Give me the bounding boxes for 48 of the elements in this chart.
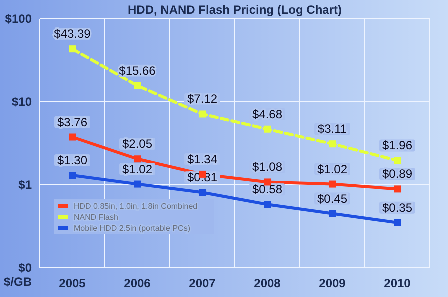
y-tick-label: $1 [18,178,32,192]
x-tick-label: 2008 [254,276,282,291]
data-label: $43.39 [54,27,92,42]
chart-title: HDD, NAND Flash Pricing (Log Chart) [128,3,342,17]
data-label: $0.58 [252,182,283,197]
y-tick-label: $100 [5,12,32,26]
point [69,46,76,53]
data-label: $1.34 [187,152,218,166]
x-tick-label: 2006 [124,276,152,291]
legend-label: HDD 0.85in, 1.0in, 1.8in Combined [74,202,198,211]
y-axis-title: $/GB [4,275,32,289]
data-label: $3.76 [57,115,88,130]
data-label: $15.66 [119,64,156,78]
data-label: $7.12 [187,92,218,106]
data-label: $0.35 [382,200,413,215]
point [264,201,271,208]
point [199,110,206,118]
data-label: $1.02 [122,162,153,176]
point [329,210,336,218]
point [329,140,336,148]
point [134,180,141,188]
data-label: $3.11 [318,122,348,136]
point [134,82,141,90]
data-label: $2.05 [122,137,153,152]
y-tick-label: $10 [12,94,32,109]
point [199,189,206,196]
x-tick-label: 2009 [319,276,346,291]
data-label: $0.89 [382,167,413,182]
data-label: $1.30 [57,154,88,168]
point [69,172,76,180]
point [394,186,401,193]
legend-label: Mobile HDD 2.5in (portable PCs) [74,224,191,233]
point [264,126,271,133]
point [134,156,141,163]
data-label: $1.96 [382,138,413,153]
data-label: $1.08 [252,160,283,174]
point [69,134,76,141]
point [394,219,401,226]
data-label: $1.02 [317,162,348,176]
point [329,180,336,188]
point [394,157,401,164]
y-tick-label: $0 [18,260,32,275]
legend-label: NAND Flash [74,213,118,222]
x-tick-label: 2007 [189,276,216,291]
data-label: $4.68 [252,107,283,122]
x-tick-label: 2010 [384,276,412,291]
data-label: $0.45 [317,192,348,206]
x-tick-label: 2005 [59,276,86,291]
